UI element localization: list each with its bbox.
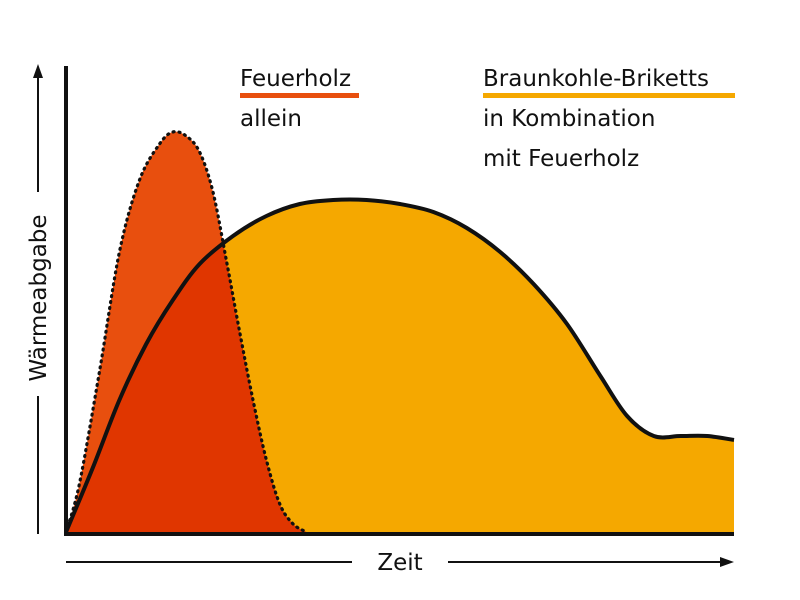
series-line-feuerholz <box>64 130 309 534</box>
series-line-braunkohle <box>64 197 735 533</box>
legend-feuerholz-line2: allein <box>240 106 302 132</box>
x-axis-arrow-head <box>720 557 734 567</box>
y-axis-arrow-head <box>33 64 43 78</box>
x-axis-label: Zeit <box>377 550 422 576</box>
legend-feuerholz-swatch <box>240 93 359 98</box>
legend-braunkohle-line3: mit Feuerholz <box>483 146 639 172</box>
legend-braunkohle-swatch <box>483 93 735 98</box>
legend-braunkohle-line2: in Kombination <box>483 106 655 132</box>
legend-braunkohle-line1: Braunkohle-Briketts <box>483 66 709 92</box>
legend-feuerholz-line1: Feuerholz <box>240 66 351 92</box>
y-axis-label: Wärmeabgabe <box>26 214 52 381</box>
